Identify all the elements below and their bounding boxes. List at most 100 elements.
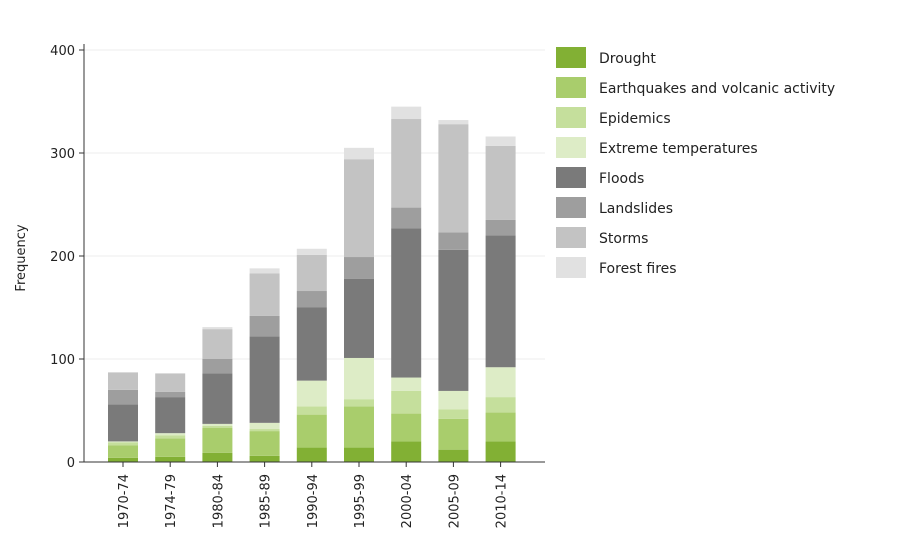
bar-segment [438, 418, 469, 450]
legend-label: Landslides [599, 201, 673, 217]
bar-segment [296, 406, 327, 415]
bar-segment [249, 431, 280, 456]
bar-segment [155, 435, 186, 439]
bar-segment [391, 377, 422, 391]
bar-segment [485, 136, 516, 146]
x-tick-label: 1980-84 [211, 474, 226, 528]
bar-segment [438, 232, 469, 250]
bar-segment [296, 447, 327, 462]
legend-label: Earthquakes and volcanic activity [599, 81, 835, 97]
bar-segment [155, 391, 186, 398]
bar-segment [202, 425, 233, 429]
legend-swatch [556, 77, 586, 98]
bar-segment [391, 413, 422, 442]
legend-label: Drought [599, 51, 656, 67]
bar-segment [155, 438, 186, 457]
bar-segment [296, 380, 327, 407]
bar-segment [249, 273, 280, 316]
bar-segment [202, 373, 233, 424]
x-axis-ticks: 1970-74 1974-79 1980-84 1985-89 1990-94 1995-… [117, 462, 510, 528]
x-tick-label: 2005-09 [447, 474, 462, 528]
bar-segment [485, 235, 516, 368]
y-tick-label: 300 [50, 147, 75, 162]
bar-segment [108, 457, 138, 462]
bar-segment [108, 389, 138, 405]
legend-item: Storms [556, 227, 648, 248]
legend-swatch [556, 167, 586, 188]
bar-segment [249, 455, 280, 462]
legend-item: Landslides [556, 197, 673, 218]
bar-segment [202, 428, 233, 453]
legend-swatch [556, 47, 586, 68]
x-tick-label: 1985-89 [259, 474, 274, 528]
bar-segment [391, 441, 422, 462]
legend-label: Storms [599, 231, 648, 247]
legend-item: Drought [556, 47, 656, 68]
bar-segment [438, 390, 469, 410]
legend-item: Epidemics [556, 107, 671, 128]
bar-segment [391, 119, 422, 208]
bar-segment [155, 456, 186, 462]
bar-segment [296, 414, 327, 448]
legend-item: Floods [556, 167, 644, 188]
y-tick-label: 400 [50, 44, 75, 59]
bar-segment [108, 372, 138, 390]
bar-segment [344, 159, 374, 258]
bar-segment [108, 441, 138, 443]
bar-segment [108, 445, 138, 458]
bar-segment [344, 447, 374, 462]
legend-item: Earthquakes and volcanic activity [556, 77, 835, 98]
bar-segment [249, 268, 280, 274]
bar-segment [391, 106, 422, 120]
y-tick-label: 200 [50, 250, 75, 265]
bars [108, 106, 516, 462]
bar-segment [438, 409, 469, 419]
x-tick-label: 1970-74 [117, 474, 132, 528]
legend: Drought Earthquakes and volcanic activity… [556, 47, 835, 278]
y-axis-title: Frequency [14, 224, 29, 291]
bar-segment [202, 423, 233, 426]
bar-segment [249, 429, 280, 432]
bar-segment [249, 336, 280, 423]
bar-segment [344, 406, 374, 448]
x-tick-label: 2000-04 [400, 474, 415, 528]
y-tick-label: 100 [50, 353, 75, 368]
legend-swatch [556, 137, 586, 158]
bar-segment [249, 315, 280, 337]
bar-segment [485, 145, 516, 220]
legend-label: Floods [599, 171, 644, 187]
x-tick-label: 1990-94 [306, 474, 321, 528]
axes [83, 44, 545, 463]
bar-segment [485, 219, 516, 236]
bar-segment [296, 254, 327, 292]
bar-segment [202, 327, 233, 330]
bar-segment [485, 397, 516, 413]
bar-segment [438, 249, 469, 391]
x-tick-label: 2010-14 [495, 474, 510, 528]
legend-swatch [556, 227, 586, 248]
bar-segment [344, 399, 374, 407]
bar-segment [202, 359, 233, 374]
legend-item: Extreme temperatures [556, 137, 758, 158]
bar-segment [485, 441, 516, 462]
y-axis-ticks: 0 100 200 300 400 [50, 44, 84, 471]
legend-swatch [556, 197, 586, 218]
bar-segment [249, 422, 280, 430]
bar-segment [155, 373, 186, 392]
bar-segment [108, 442, 138, 446]
legend-label: Forest fires [599, 261, 677, 277]
bar-segment [485, 367, 516, 398]
bar-segment [391, 207, 422, 229]
y-tick-label: 0 [67, 456, 75, 471]
bar-segment [155, 433, 186, 436]
bar-segment [438, 124, 469, 233]
bar-segment [344, 357, 374, 400]
bar-segment [391, 390, 422, 414]
bar-segment [344, 278, 374, 358]
legend-label: Epidemics [599, 111, 671, 127]
bar-segment [202, 452, 233, 462]
bar-segment [485, 412, 516, 442]
bar-segment [438, 449, 469, 462]
bar-segment [344, 257, 374, 279]
